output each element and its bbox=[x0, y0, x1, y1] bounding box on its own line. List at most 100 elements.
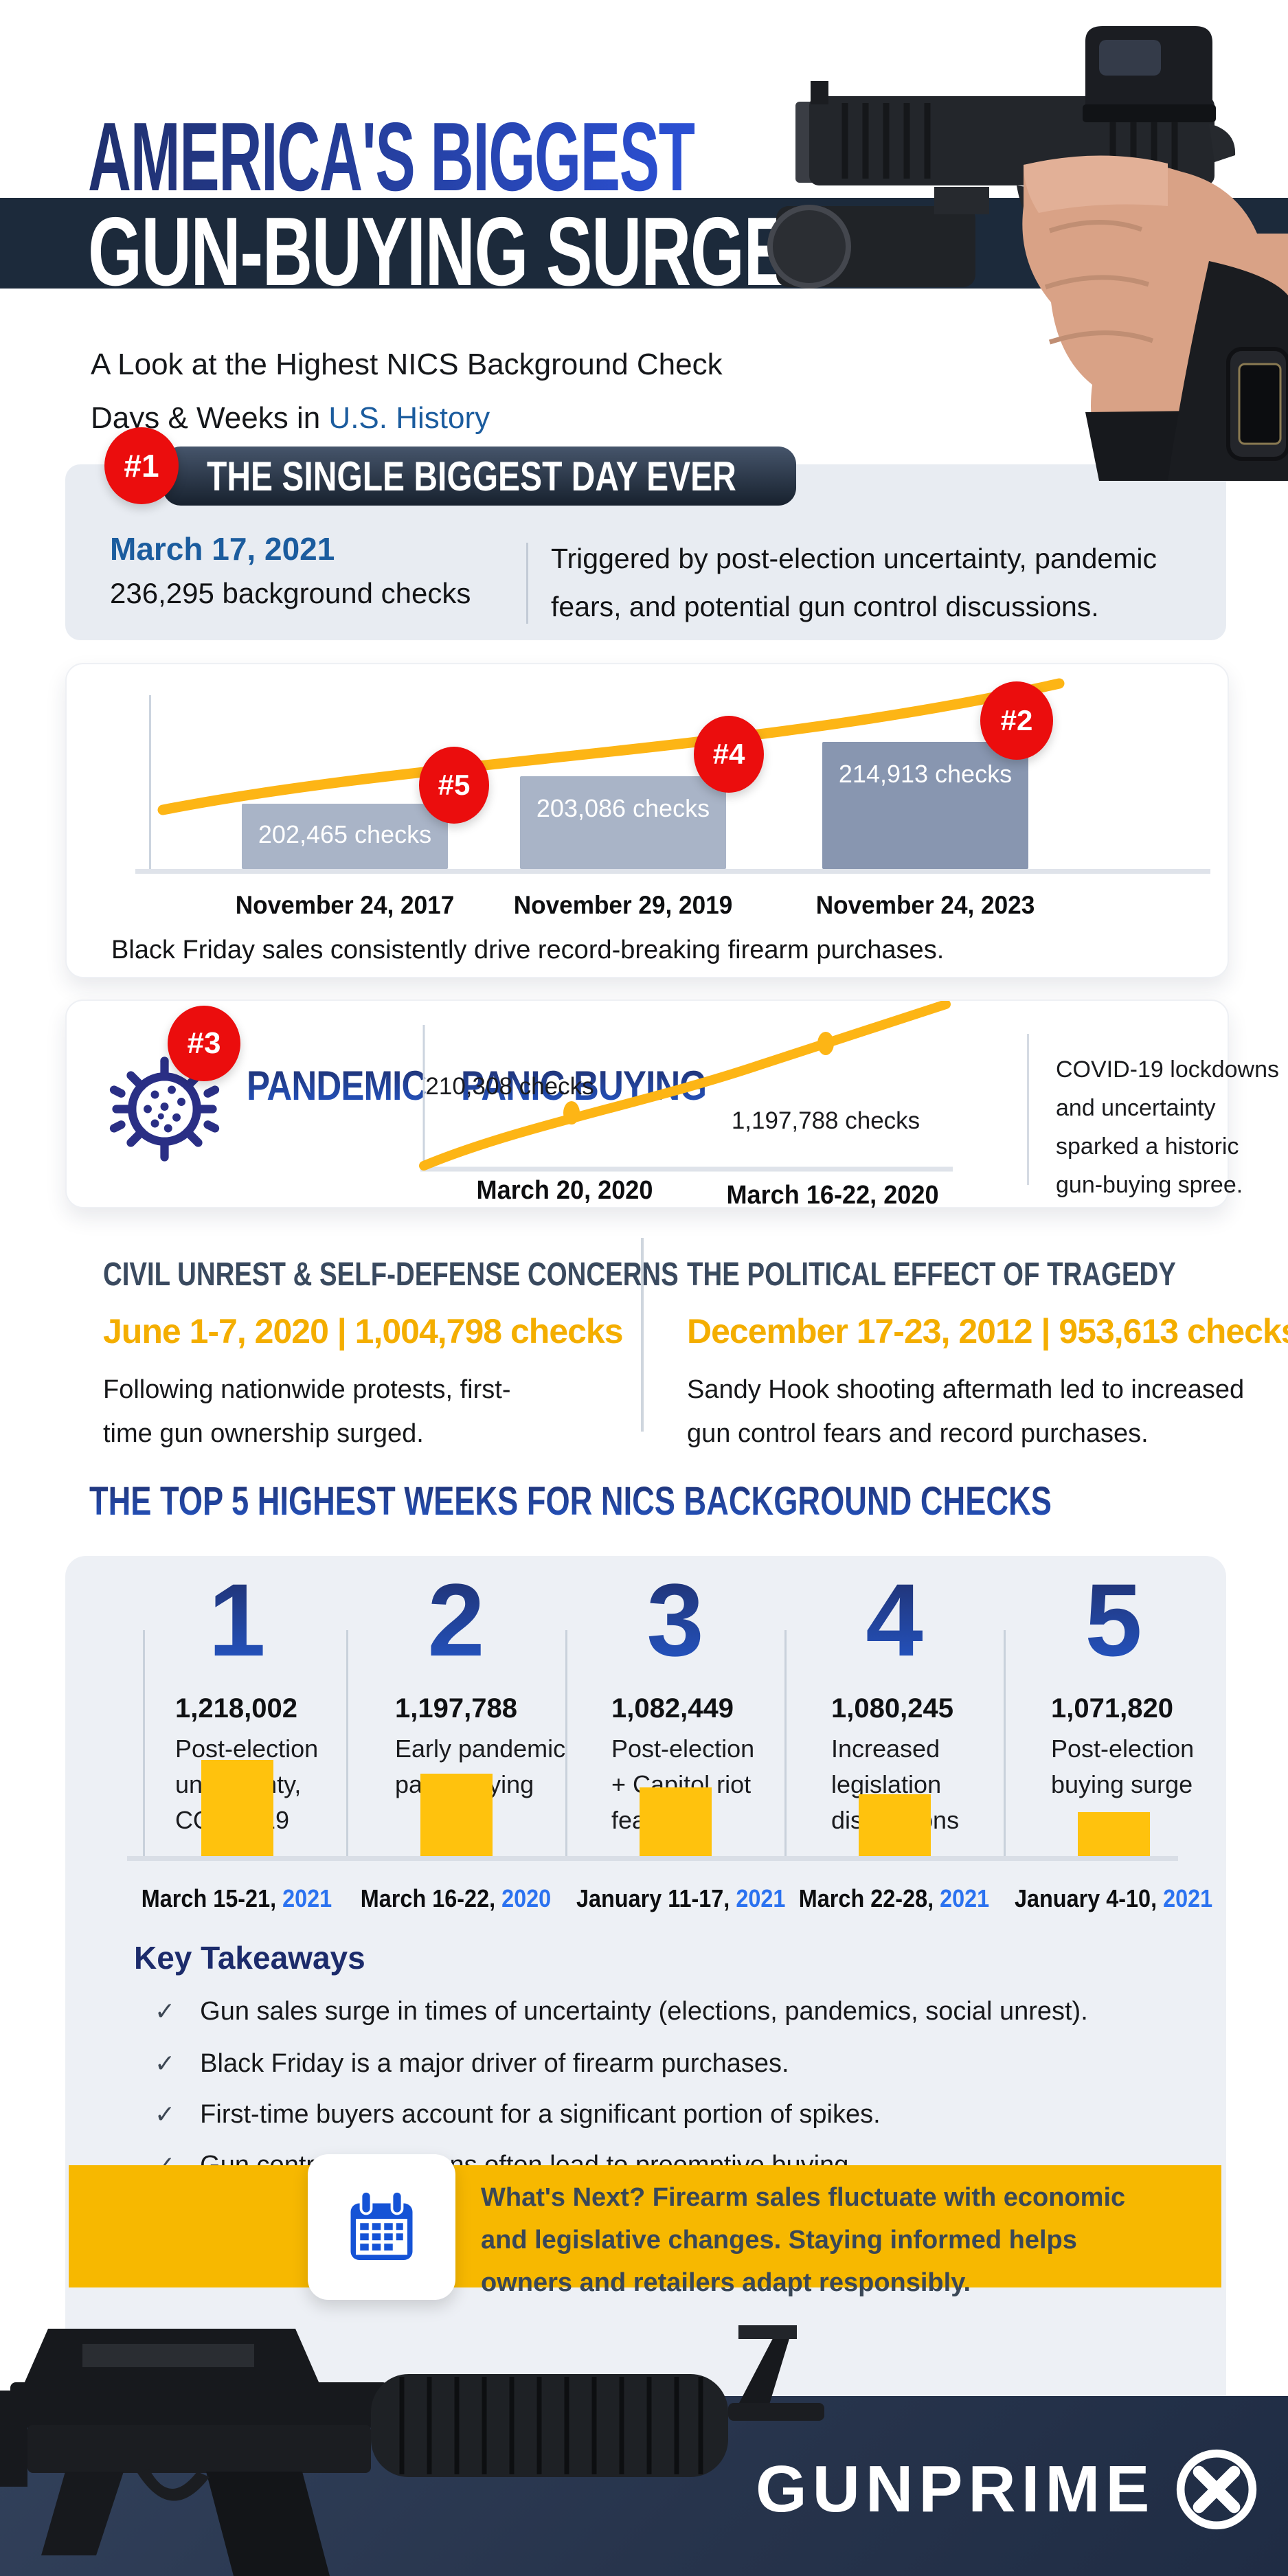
pandemic-description: COVID-19 lockdowns and uncertainty spark… bbox=[1056, 1057, 1280, 1198]
top5-bar-2 bbox=[420, 1774, 493, 1856]
biggest-day-description: Triggered by post-election uncertainty, … bbox=[551, 543, 1157, 622]
brand-emblem-icon bbox=[1177, 2449, 1257, 2530]
divider bbox=[784, 1630, 787, 1857]
check-icon: ✓ bbox=[155, 2100, 176, 2128]
black-friday-bar-2023: 214,913 checks bbox=[822, 742, 1028, 869]
x-axis bbox=[135, 869, 1210, 874]
date-year: 2020 bbox=[501, 1884, 552, 1912]
takeaway-item: ✓ First-time buyers account for a signifi… bbox=[155, 2100, 881, 2129]
black-friday-caption: Black Friday sales consistently drive re… bbox=[111, 936, 945, 964]
rank-number-4: 4 bbox=[850, 1568, 939, 1671]
civil-unrest-heading: CIVIL UNREST & SELF-DEFENSE CONCERNS bbox=[103, 1256, 679, 1293]
pandemic-point2-date: March 16-22, 2020 bbox=[726, 1181, 939, 1210]
rank-number-5: 5 bbox=[1069, 1568, 1158, 1671]
pandemic-point2-label: 1,197,788 checks bbox=[731, 1107, 920, 1134]
check-icon: ✓ bbox=[155, 1997, 176, 2025]
rank-4-badge: #4 bbox=[694, 716, 764, 793]
rank-number-1: 1 bbox=[192, 1568, 282, 1671]
whats-next-text: What's Next? Firearm sales fluctuate wit… bbox=[481, 2183, 1126, 2297]
check-icon: ✓ bbox=[155, 2049, 176, 2077]
top5-value-3: 1,082,449 bbox=[611, 1693, 734, 1724]
date-year: 2021 bbox=[940, 1884, 990, 1912]
date-text: March 15-21, bbox=[141, 1884, 277, 1912]
date-year: 2021 bbox=[1163, 1884, 1213, 1912]
rank-3-badge: #3 bbox=[168, 1006, 240, 1081]
rifle-photo bbox=[0, 2325, 824, 2576]
top5-date-2: March 16-22, 2020 bbox=[357, 1884, 554, 1913]
pandemic-trend-line bbox=[419, 1001, 953, 1172]
subtitle-line1: A Look at the Highest NICS Background Ch… bbox=[91, 348, 723, 381]
takeaway-item: ✓ Black Friday is a major driver of firea… bbox=[155, 2049, 789, 2079]
top5-value-5: 1,071,820 bbox=[1051, 1693, 1173, 1724]
brand-logo: GUNPRIME bbox=[756, 2445, 1261, 2533]
divider bbox=[641, 1238, 644, 1432]
black-friday-date-2019: November 29, 2019 bbox=[513, 891, 733, 919]
divider bbox=[1004, 1630, 1006, 1857]
biggest-day-stat: 236,295 background checks bbox=[110, 577, 471, 609]
top5-bar-5 bbox=[1078, 1812, 1150, 1856]
black-friday-bar-2017: 202,465 checks bbox=[242, 804, 448, 869]
takeaway-text: First-time buyers account for a signific… bbox=[200, 2100, 881, 2129]
subtitle: A Look at the Highest NICS Background Ch… bbox=[91, 338, 723, 445]
pandemic-point1-label: 210,308 checks bbox=[425, 1073, 594, 1100]
whats-next-band bbox=[69, 2165, 1221, 2287]
date-text: March 22-28, bbox=[798, 1884, 934, 1912]
pandemic-card: #3 PANDEMIC PANIC BUYING 210,308 checks … bbox=[65, 999, 1279, 1210]
calendar-card bbox=[308, 2154, 455, 2300]
pandemic-title-line2: PANIC BUYING bbox=[461, 1063, 707, 1109]
rank-5-badge: #5 bbox=[419, 747, 489, 824]
divider bbox=[526, 543, 528, 624]
political-tragedy-heading: THE POLITICAL EFFECT OF TRAGEDY bbox=[687, 1256, 1176, 1293]
date-text: January 11-17, bbox=[576, 1884, 730, 1912]
rank-2-badge: #2 bbox=[980, 681, 1053, 760]
pistol-photo bbox=[767, 26, 1288, 481]
divider bbox=[565, 1630, 567, 1857]
takeaway-item: ✓ Gun sales surge in times of uncertainty… bbox=[155, 1997, 1088, 2026]
smartwatch-icon bbox=[1168, 261, 1288, 481]
pandemic-point1-date: March 20, 2020 bbox=[476, 1176, 653, 1205]
black-friday-date-2023: November 24, 2023 bbox=[815, 891, 1035, 919]
top5-desc-5: Post-election buying surge bbox=[1051, 1735, 1195, 1798]
top5-value-2: 1,197,788 bbox=[395, 1693, 517, 1724]
brand-name: GUNPRIME bbox=[756, 2452, 1155, 2526]
civil-unrest-stat: June 1-7, 2020 | 1,004,798 checks bbox=[103, 1312, 624, 1351]
optic-icon bbox=[1083, 26, 1216, 122]
top5-date-1: March 15-21, 2021 bbox=[138, 1884, 335, 1913]
political-tragedy-section: THE POLITICAL EFFECT OF TRAGEDY December… bbox=[687, 1256, 1288, 1456]
black-friday-card: 202,465 checks 203,086 checks 214,913 ch… bbox=[65, 663, 1229, 978]
top5-date-4: March 22-28, 2021 bbox=[795, 1884, 993, 1913]
data-point-1 bbox=[563, 1101, 580, 1125]
top5-bar-4 bbox=[859, 1794, 931, 1856]
subtitle-highlight: U.S. History bbox=[328, 401, 490, 435]
rank-1-badge: #1 bbox=[104, 427, 179, 504]
baseline bbox=[127, 1856, 1178, 1861]
top5-date-5: January 4-10, 2021 bbox=[1015, 1884, 1212, 1913]
front-sight-icon bbox=[811, 81, 828, 104]
political-tragedy-stat: December 17-23, 2012 | 953,613 checks bbox=[687, 1312, 1288, 1351]
top5-heading: THE TOP 5 HIGHEST WEEKS FOR NICS BACKGRO… bbox=[89, 1479, 1052, 1524]
top5-value-4: 1,080,245 bbox=[831, 1693, 953, 1724]
divider bbox=[1027, 1034, 1029, 1185]
date-text: March 16-22, bbox=[360, 1884, 496, 1912]
takeaway-text: Gun sales surge in times of uncertainty … bbox=[200, 1997, 1088, 2026]
date-year: 2021 bbox=[736, 1884, 786, 1912]
political-tragedy-description: Sandy Hook shooting aftermath led to inc… bbox=[687, 1375, 1245, 1448]
data-point-2 bbox=[817, 1032, 834, 1055]
divider bbox=[346, 1630, 348, 1857]
top5-value-1: 1,218,002 bbox=[175, 1693, 297, 1724]
civil-unrest-description: Following nationwide protests, first-tim… bbox=[103, 1375, 511, 1448]
civil-unrest-section: CIVIL UNREST & SELF-DEFENSE CONCERNS Jun… bbox=[103, 1256, 822, 1456]
page-title-line1: AMERICA'S BIGGEST bbox=[88, 102, 695, 212]
date-year: 2021 bbox=[282, 1884, 332, 1912]
axis-line bbox=[143, 1630, 145, 1857]
date-text: January 4-10, bbox=[1014, 1884, 1157, 1912]
rank-number-3: 3 bbox=[631, 1568, 720, 1671]
weapon-light-icon bbox=[767, 187, 989, 289]
takeaway-text: Black Friday is a major driver of firear… bbox=[200, 2049, 789, 2078]
top5-bar-1 bbox=[201, 1760, 273, 1856]
pandemic-title-line1: PANDEMIC bbox=[247, 1063, 427, 1109]
single-biggest-day-title: THE SINGLE BIGGEST DAY EVER bbox=[207, 453, 736, 499]
calendar-icon bbox=[350, 2189, 413, 2260]
black-friday-bar-2019: 203,086 checks bbox=[520, 776, 726, 869]
